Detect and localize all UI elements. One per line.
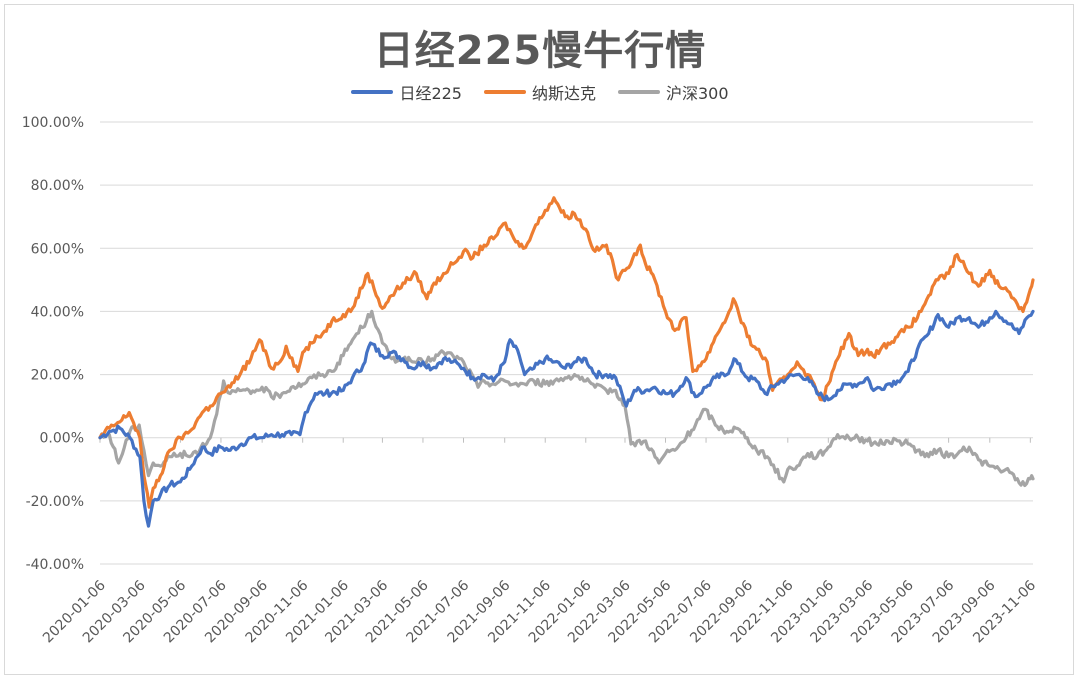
legend-swatch-nikkei [351,90,394,94]
y-tick-label: 20.00% [31,368,84,384]
nikkei225-line [98,309,1035,528]
legend-swatch-csi300 [618,90,660,94]
csi300-line [98,309,1035,488]
legend-item-nasdaq: 纳斯达克 [483,80,596,104]
y-tick-label: 80.00% [31,178,84,194]
nasdaq-line [98,196,1035,509]
legend-item-csi300: 沪深300 [618,80,729,104]
y-tick-label: 100.00% [22,115,84,131]
legend-label-csi300: 沪深300 [666,84,729,103]
y-tick-label: 40.00% [31,304,84,320]
legend-swatch-nasdaq [483,90,526,94]
chart-legend: 日经225 纳斯达克 沪深300 [0,80,1080,104]
y-tick-label: 60.00% [31,241,84,257]
chart-title: 日经225慢牛行情 [373,28,707,74]
y-tick-label: -40.00% [26,557,84,573]
y-tick-label: -20.00% [26,494,84,510]
y-tick-label: 0.00% [40,431,84,447]
legend-label-nasdaq: 纳斯达克 [531,84,596,103]
legend-item-nikkei: 日经225 [351,80,462,104]
legend-label-nikkei: 日经225 [399,84,462,103]
